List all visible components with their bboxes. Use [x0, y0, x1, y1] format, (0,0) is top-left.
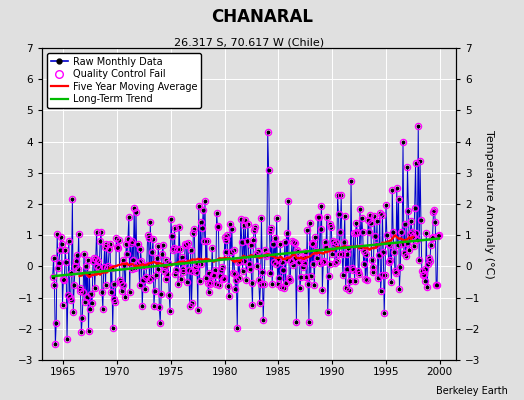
Y-axis label: Temperature Anomaly (°C): Temperature Anomaly (°C)	[484, 130, 494, 278]
Text: Berkeley Earth: Berkeley Earth	[436, 386, 508, 396]
Legend: Raw Monthly Data, Quality Control Fail, Five Year Moving Average, Long-Term Tren: Raw Monthly Data, Quality Control Fail, …	[47, 53, 201, 108]
Title: 26.317 S, 70.617 W (Chile): 26.317 S, 70.617 W (Chile)	[174, 37, 324, 47]
Text: CHANARAL: CHANARAL	[211, 8, 313, 26]
